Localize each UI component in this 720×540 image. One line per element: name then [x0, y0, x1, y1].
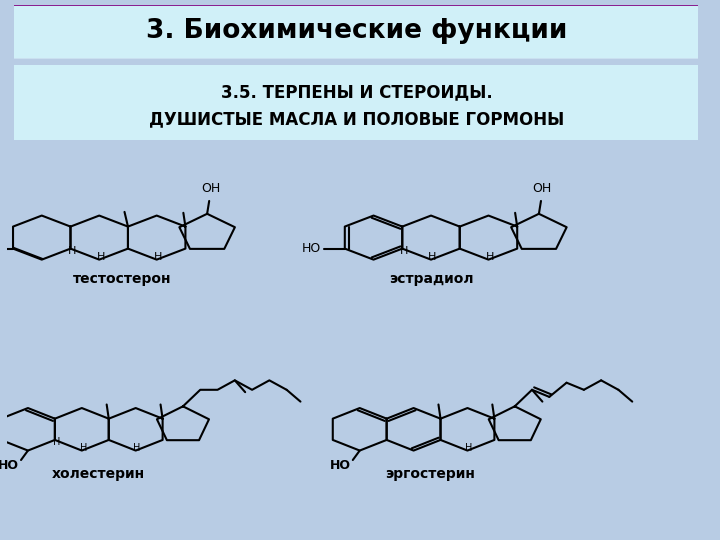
Text: H: H	[96, 252, 105, 262]
Text: HO: HO	[0, 459, 19, 472]
Text: ДУШИСТЫЕ МАСЛА И ПОЛОВЫЕ ГОРМОНЫ: ДУШИСТЫЕ МАСЛА И ПОЛОВЫЕ ГОРМОНЫ	[149, 110, 564, 128]
Text: 3. Биохимические функции: 3. Биохимические функции	[145, 18, 567, 44]
Text: H: H	[133, 443, 140, 453]
Text: 3.5. ТЕРПЕНЫ И СТЕРОИДЫ.: 3.5. ТЕРПЕНЫ И СТЕРОИДЫ.	[220, 83, 492, 101]
Text: H: H	[486, 252, 494, 262]
Text: H: H	[428, 252, 436, 262]
Text: HO: HO	[302, 242, 321, 255]
Text: эстрадиол: эстрадиол	[389, 272, 473, 286]
Text: OH: OH	[533, 183, 552, 195]
Text: H: H	[68, 246, 76, 256]
Text: HO: HO	[330, 459, 351, 472]
Text: холестерин: холестерин	[51, 467, 145, 481]
Text: H: H	[154, 252, 162, 262]
Text: эргостерин: эргостерин	[384, 467, 474, 481]
FancyBboxPatch shape	[0, 63, 719, 143]
Text: тестостерон: тестостерон	[73, 272, 171, 286]
Text: H: H	[400, 246, 408, 256]
Text: H: H	[465, 443, 472, 453]
Text: H: H	[53, 437, 60, 447]
Text: H: H	[79, 443, 87, 453]
FancyBboxPatch shape	[0, 4, 719, 61]
Text: OH: OH	[201, 183, 220, 195]
